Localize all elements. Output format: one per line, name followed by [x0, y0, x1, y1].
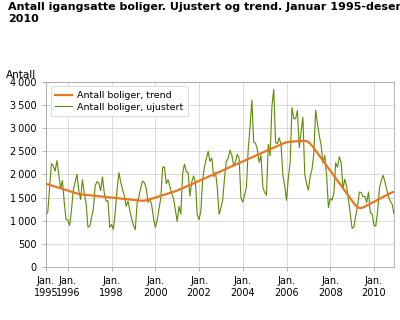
Antall boliger, trend [184, 185, 189, 188]
Antall boliger, trend [359, 206, 364, 210]
Antall boliger, ujustert [244, 185, 249, 189]
Antall boliger, ujustert [189, 180, 194, 184]
Line: Antall boliger, ujustert: Antall boliger, ujustert [46, 89, 394, 230]
Antall boliger, ujustert [86, 225, 90, 229]
Antall boliger, ujustert [44, 213, 48, 217]
Antall boliger, trend [242, 159, 247, 163]
Text: Antall: Antall [6, 70, 36, 80]
Antall boliger, trend [392, 190, 396, 194]
Antall boliger, ujustert [220, 198, 225, 202]
Antall boliger, ujustert [186, 171, 190, 175]
Antall boliger, trend [86, 193, 90, 197]
Text: Antall igangsatte boliger. Ujustert og trend. Januar 1995-desember
2010: Antall igangsatte boliger. Ujustert og t… [8, 2, 400, 24]
Antall boliger, trend [218, 169, 223, 173]
Antall boliger, ujustert [271, 87, 276, 91]
Antall boliger, trend [262, 150, 267, 154]
Line: Antall boliger, trend: Antall boliger, trend [46, 141, 394, 208]
Antall boliger, trend [300, 139, 305, 143]
Antall boliger, ujustert [392, 212, 396, 216]
Antall boliger, trend [44, 182, 48, 186]
Antall boliger, ujustert [133, 228, 138, 232]
Legend: Antall boliger, trend, Antall boliger, ujustert: Antall boliger, trend, Antall boliger, u… [51, 86, 188, 116]
Antall boliger, ujustert [264, 193, 269, 197]
Antall boliger, trend [188, 183, 192, 187]
